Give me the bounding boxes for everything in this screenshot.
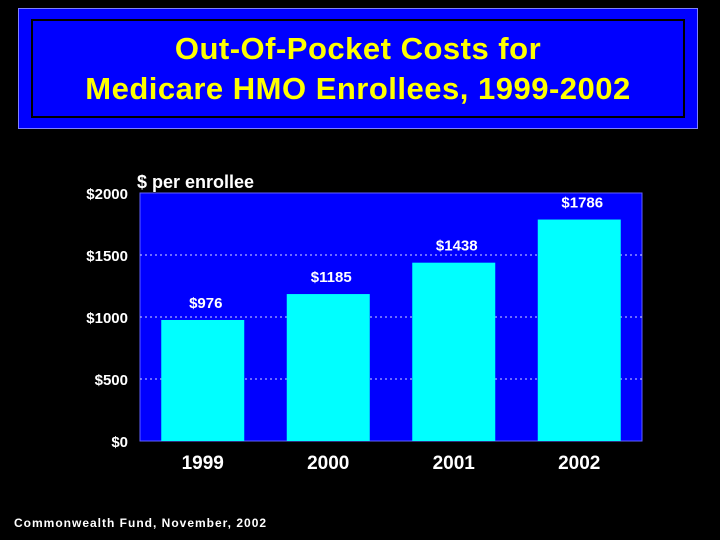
y-tick-label: $1000	[86, 310, 128, 327]
x-tick-label: 2001	[433, 453, 476, 474]
x-tick-label: 1999	[182, 453, 224, 474]
chart-title-line-2: Medicare HMO Enrollees, 1999-2002	[85, 70, 631, 106]
data-label: $1185	[311, 269, 352, 286]
bar	[412, 262, 496, 441]
bar	[537, 219, 621, 441]
data-label: $1438	[436, 238, 478, 255]
x-tick-label: 2000	[307, 453, 349, 474]
y-tick-label: $0	[111, 434, 128, 451]
chart-title-line-1: Out-Of-Pocket Costs for	[174, 30, 542, 66]
y-tick-label: $2000	[86, 186, 128, 203]
bar	[161, 319, 245, 441]
title-panel: Out-Of-Pocket Costs for Medicare HMO Enr…	[18, 8, 698, 129]
source-note: Commonwealth Fund, November, 2002	[14, 516, 268, 530]
y-tick-label: $500	[95, 372, 128, 389]
y-tick-label: $1500	[86, 248, 128, 265]
bar	[286, 294, 370, 441]
data-label: $976	[189, 295, 222, 312]
x-tick-label: 2002	[558, 453, 600, 474]
y-axis-label: $ per enrollee	[137, 172, 254, 192]
title-frame: Out-Of-Pocket Costs for Medicare HMO Enr…	[31, 19, 685, 118]
data-label: $1786	[561, 195, 603, 212]
